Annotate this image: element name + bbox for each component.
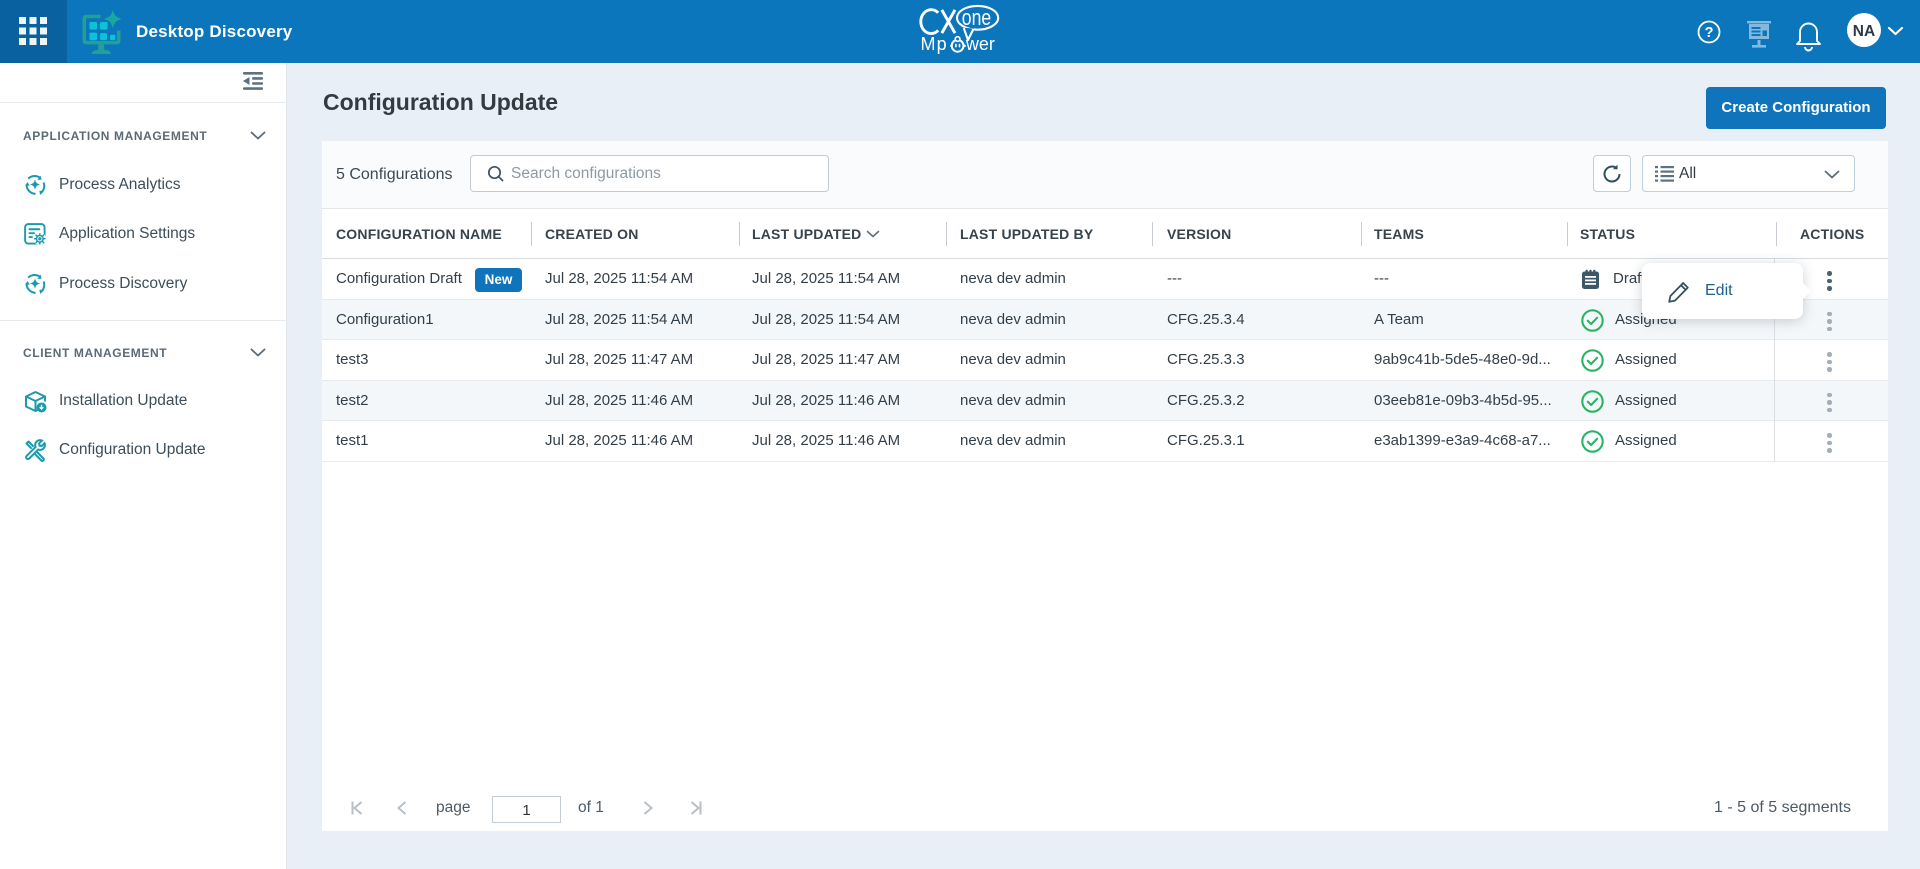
svg-text:wer: wer: [965, 34, 995, 54]
svg-text:NA: NA: [1853, 23, 1875, 40]
svg-text:p: p: [937, 34, 947, 54]
svg-text:M: M: [921, 34, 936, 54]
svg-text:one: one: [962, 6, 991, 30]
svg-text:?: ?: [1705, 25, 1714, 41]
